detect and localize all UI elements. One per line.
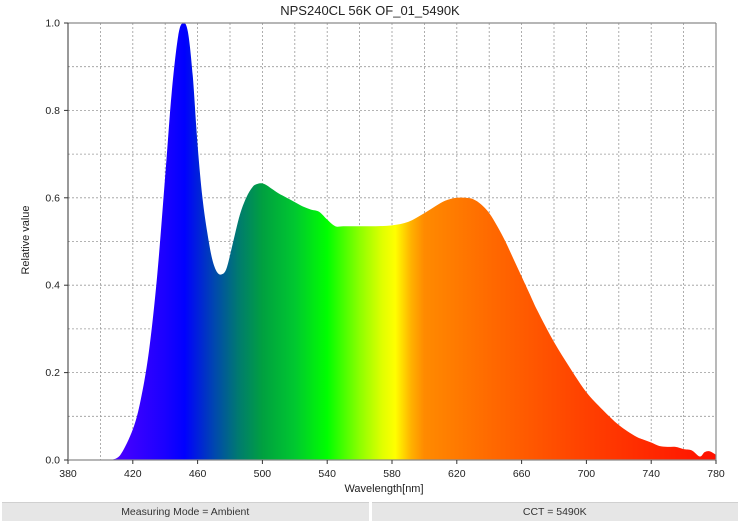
svg-text:620: 620 xyxy=(448,468,466,480)
svg-text:740: 740 xyxy=(642,468,660,480)
svg-text:380: 380 xyxy=(59,468,77,480)
spectrum-area xyxy=(110,22,717,460)
y-axis-ticks: 0.0 0.2 0.4 0.6 0.8 1.0 xyxy=(45,18,68,467)
svg-text:1.0: 1.0 xyxy=(45,18,60,30)
chart-title: NPS240CL 56K OF_01_5490K xyxy=(280,3,460,18)
svg-text:780: 780 xyxy=(707,468,725,480)
measuring-mode-status: Measuring Mode = Ambient xyxy=(2,502,369,521)
svg-text:460: 460 xyxy=(189,468,207,480)
svg-text:660: 660 xyxy=(513,468,531,480)
svg-text:0.8: 0.8 xyxy=(45,105,60,117)
svg-text:500: 500 xyxy=(254,468,272,480)
svg-text:0.4: 0.4 xyxy=(45,280,60,292)
svg-text:540: 540 xyxy=(318,468,336,480)
cct-status: CCT = 5490K xyxy=(371,502,738,521)
svg-text:580: 580 xyxy=(383,468,401,480)
svg-text:0.2: 0.2 xyxy=(45,367,60,379)
svg-text:0.6: 0.6 xyxy=(45,192,60,204)
svg-text:700: 700 xyxy=(578,468,596,480)
svg-text:420: 420 xyxy=(124,468,142,480)
svg-text:0.0: 0.0 xyxy=(45,455,60,467)
x-axis-label: Wavelength[nm] xyxy=(344,483,424,495)
spectrum-chart: 380 420 460 500 540 580 620 660 700 740 780 0.0 0.2… xyxy=(45,18,725,481)
x-axis-ticks: 380 420 460 500 540 580 620 660 700 740 780 xyxy=(59,460,725,480)
status-bar: Measuring Mode = Ambient CCT = 5490K xyxy=(2,502,738,521)
